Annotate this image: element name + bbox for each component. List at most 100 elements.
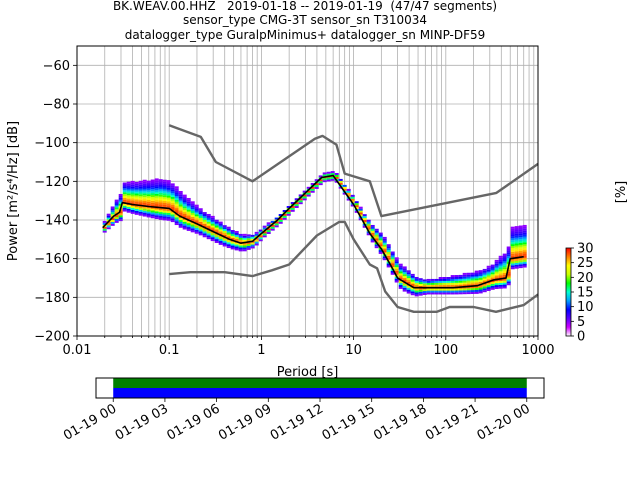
heatmap-cell: [518, 242, 523, 245]
heatmap-cell: [178, 192, 183, 195]
heatmap-cell: [482, 268, 487, 271]
heatmap-cell: [366, 219, 371, 222]
heatmap-cell: [382, 248, 387, 251]
heatmap-cell: [506, 277, 511, 280]
heatmap-cell: [246, 247, 251, 250]
heatmap-cell: [518, 225, 523, 228]
heatmap-cell: [174, 186, 179, 189]
heatmap-cell: [222, 229, 227, 232]
heatmap-cell: [306, 194, 311, 197]
heatmap-cell: [510, 236, 515, 239]
heatmap-cell: [458, 292, 463, 295]
heatmap-cell: [130, 200, 135, 203]
heatmap-cell: [382, 240, 387, 243]
heatmap-cell: [442, 292, 447, 295]
heatmap-cell: [522, 265, 527, 268]
heatmap-cell: [222, 240, 227, 243]
heatmap-cell: [350, 196, 355, 199]
heatmap-cell: [418, 287, 423, 290]
heatmap-cell: [122, 188, 127, 191]
heatmap-cell: [498, 263, 503, 266]
heatmap-cell: [378, 238, 383, 241]
heatmap-cell: [166, 211, 171, 214]
heatmap-cell: [374, 234, 379, 237]
heatmap-cell: [150, 208, 155, 211]
heatmap-cell: [146, 194, 151, 197]
heatmap-cell: [522, 234, 527, 237]
heatmap-cell: [154, 189, 159, 192]
heatmap-cell: [490, 283, 495, 286]
heatmap-cell: [234, 248, 239, 251]
heatmap-cell: [294, 198, 299, 201]
heatmap-cell: [230, 245, 235, 248]
heatmap-cell: [166, 180, 171, 183]
heatmap-cell: [210, 233, 215, 236]
heatmap-cell: [462, 284, 467, 287]
heatmap-cell: [502, 271, 507, 274]
heatmap-cell: [278, 219, 283, 222]
heatmap-cell: [430, 292, 435, 295]
heatmap-cell: [450, 282, 455, 285]
heatmap-cell: [142, 195, 147, 198]
heatmap-cell: [466, 290, 471, 293]
heatmap-cell: [514, 260, 519, 263]
heatmap-cell: [382, 258, 387, 261]
heatmap-cell: [522, 226, 527, 229]
heatmap-cell: [402, 278, 407, 281]
heatmap-cell: [182, 219, 187, 222]
heatmap-cell: [298, 200, 303, 203]
heatmap-cell: [462, 290, 467, 293]
heatmap-cell: [494, 285, 499, 288]
heatmap-cell: [158, 179, 163, 182]
heatmap-cell: [146, 203, 151, 206]
heatmap-cell: [214, 237, 219, 240]
heatmap-cell: [110, 208, 115, 211]
heatmap-cell: [478, 287, 483, 290]
heatmap-cell: [482, 270, 487, 273]
heatmap-cell: [486, 288, 491, 291]
heatmap-cell: [126, 210, 131, 213]
heatmap-cell: [426, 282, 431, 285]
heatmap-cell: [190, 222, 195, 225]
heatmap-cell: [162, 179, 167, 182]
heatmap-cell: [142, 185, 147, 188]
heatmap-cell: [126, 193, 131, 196]
heatmap-cell: [502, 280, 507, 283]
heatmap-cell: [106, 217, 111, 220]
heatmap-cell: [502, 282, 507, 285]
heatmap-cell: [126, 191, 131, 194]
heatmap-cell: [178, 221, 183, 224]
heatmap-cell: [186, 226, 191, 229]
chart-title-line-3: datalogger_type GuralpMinimus+ datalogge…: [124, 28, 486, 42]
heatmap-cell: [430, 290, 435, 293]
heatmap-cell: [106, 223, 111, 226]
heatmap-cell: [114, 203, 119, 206]
heatmap-cell: [502, 272, 507, 275]
heatmap-cell: [354, 201, 359, 204]
heatmap-cell: [138, 213, 143, 216]
heatmap-cell: [214, 235, 219, 238]
heatmap-cell: [502, 255, 507, 258]
heatmap-cell: [190, 214, 195, 217]
heatmap-cell: [142, 193, 147, 196]
heatmap-cell: [334, 176, 339, 179]
heatmap-cell: [514, 229, 519, 232]
heatmap-cell: [474, 278, 479, 281]
heatmap-cell: [146, 207, 151, 210]
heatmap-cell: [130, 184, 135, 187]
heatmap-cell: [338, 186, 343, 189]
heatmap-cell: [178, 194, 183, 197]
heatmap-cell: [158, 212, 163, 215]
heatmap-cell: [490, 287, 495, 290]
heatmap-cell: [514, 249, 519, 252]
heatmap-cell: [246, 238, 251, 241]
heatmap-cell: [150, 210, 155, 213]
heatmap-cell: [418, 289, 423, 292]
heatmap-cell: [518, 264, 523, 267]
heatmap-cell: [274, 221, 279, 224]
heatmap-cell: [206, 217, 211, 220]
heatmap-cell: [218, 225, 223, 228]
heatmap-cell: [142, 189, 147, 192]
heatmap-cell: [266, 228, 271, 231]
